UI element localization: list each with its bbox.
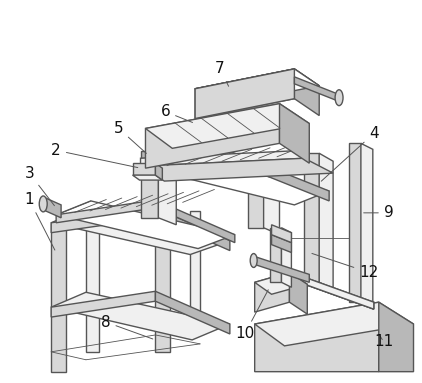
Polygon shape	[155, 213, 170, 352]
Polygon shape	[270, 228, 281, 282]
Polygon shape	[230, 151, 329, 201]
Polygon shape	[141, 158, 158, 218]
Polygon shape	[51, 208, 155, 233]
Polygon shape	[349, 143, 361, 302]
Polygon shape	[255, 272, 307, 294]
Polygon shape	[272, 225, 292, 242]
Polygon shape	[272, 235, 292, 252]
Polygon shape	[155, 208, 230, 250]
Polygon shape	[141, 151, 158, 158]
Text: 3: 3	[24, 165, 54, 206]
Polygon shape	[264, 153, 279, 235]
Polygon shape	[141, 158, 333, 181]
Polygon shape	[141, 150, 304, 166]
Text: 10: 10	[235, 290, 268, 342]
Polygon shape	[51, 208, 230, 255]
Polygon shape	[155, 200, 235, 242]
Text: 12: 12	[312, 254, 379, 280]
Polygon shape	[279, 104, 309, 163]
Polygon shape	[146, 151, 230, 178]
Polygon shape	[56, 201, 235, 249]
Polygon shape	[133, 175, 162, 180]
Text: 1: 1	[24, 192, 55, 250]
Polygon shape	[195, 69, 295, 118]
Polygon shape	[190, 211, 200, 334]
Polygon shape	[51, 223, 66, 372]
Polygon shape	[155, 163, 162, 180]
Polygon shape	[379, 302, 414, 372]
Polygon shape	[304, 153, 319, 282]
Polygon shape	[133, 163, 155, 175]
Ellipse shape	[250, 254, 257, 267]
Polygon shape	[146, 104, 279, 168]
Polygon shape	[299, 282, 374, 309]
Text: 2: 2	[51, 143, 138, 168]
Polygon shape	[299, 275, 374, 309]
Polygon shape	[248, 153, 264, 228]
Polygon shape	[51, 291, 155, 317]
Polygon shape	[255, 302, 379, 372]
Polygon shape	[43, 197, 61, 218]
Text: 5: 5	[114, 121, 146, 154]
Polygon shape	[195, 69, 319, 106]
Polygon shape	[295, 77, 337, 101]
Text: 7: 7	[215, 61, 229, 86]
Polygon shape	[195, 69, 319, 106]
Polygon shape	[255, 257, 309, 282]
Polygon shape	[51, 292, 230, 340]
Polygon shape	[158, 158, 176, 225]
Polygon shape	[299, 275, 374, 309]
Text: 4: 4	[321, 126, 379, 181]
Polygon shape	[155, 291, 230, 334]
Text: 8: 8	[101, 314, 153, 339]
Polygon shape	[255, 302, 414, 346]
Polygon shape	[56, 200, 155, 223]
Polygon shape	[361, 143, 373, 308]
Ellipse shape	[39, 196, 47, 212]
Polygon shape	[195, 69, 295, 118]
Text: 6: 6	[160, 104, 192, 123]
Polygon shape	[255, 272, 289, 312]
Polygon shape	[289, 272, 307, 314]
Ellipse shape	[335, 90, 343, 106]
Text: 9: 9	[364, 205, 394, 220]
Polygon shape	[146, 104, 309, 148]
Polygon shape	[319, 153, 333, 289]
Polygon shape	[86, 218, 99, 352]
Polygon shape	[295, 69, 319, 116]
Polygon shape	[146, 155, 329, 205]
Polygon shape	[281, 228, 292, 287]
Text: 11: 11	[374, 334, 393, 349]
